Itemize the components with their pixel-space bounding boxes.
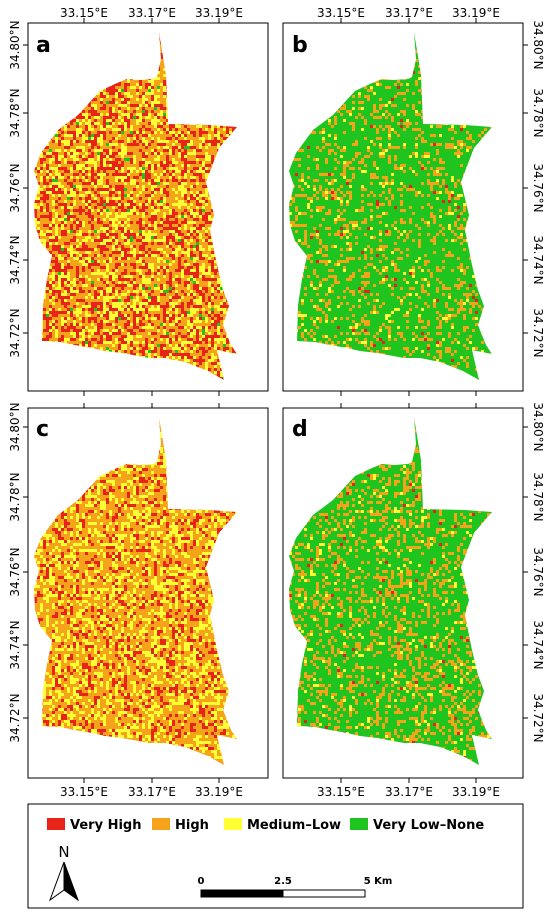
lon-label-top-left-1: 33.15°E (60, 6, 108, 20)
lon-label-bottom-right-3: 33.19°E (452, 785, 500, 799)
lon-label-top-right-3: 33.19°E (452, 6, 500, 20)
lat-label-left-bottom-1: 34.80°N (8, 402, 22, 451)
lat-label-left-bottom-5: 34.72°N (8, 693, 22, 742)
legend-swatch-very-low-none (350, 818, 368, 830)
scale-bar: 0 2.5 5 Km (198, 876, 393, 898)
lat-label-right-bottom-4: 34.74°N (531, 620, 545, 669)
legend-swatch-very-high (47, 818, 65, 830)
legend-label-very-low-none: Very Low–None (373, 818, 484, 833)
scale-label-2-5: 2.5 (274, 876, 292, 887)
lat-label-right-top-4: 34.74°N (531, 235, 545, 284)
lat-label-left-bottom-3: 34.76°N (8, 547, 22, 596)
lat-label-right-bottom-2: 34.78°N (531, 472, 545, 521)
legend-swatch-high (152, 818, 170, 830)
lat-label-left-bottom-2: 34.78°N (8, 472, 22, 521)
panel-letter-d: d (292, 417, 308, 442)
north-arrow-icon: N (48, 843, 80, 902)
lat-label-left-bottom-4: 34.74°N (8, 620, 22, 669)
lon-label-bottom-left-3: 33.19°E (195, 785, 243, 799)
lon-label-top-right-2: 33.17°E (385, 6, 433, 20)
legend-label-high: High (175, 818, 209, 833)
grid-ticks (23, 18, 528, 783)
scale-segment-black (200, 889, 284, 898)
legend-label-very-high: Very High (70, 818, 141, 833)
scale-label-0: 0 (198, 876, 205, 887)
lat-label-right-bottom-3: 34.76°N (531, 547, 545, 596)
lat-label-left-top-1: 34.80°N (8, 20, 22, 69)
lat-label-left-top-3: 34.76°N (8, 163, 22, 212)
lon-label-top-right-1: 33.15°E (317, 6, 365, 20)
scale-segment-white (282, 889, 366, 898)
lat-label-right-top-3: 34.76°N (531, 163, 545, 212)
lon-label-top-left-2: 33.17°E (128, 6, 176, 20)
lat-label-right-bottom-1: 34.80°N (531, 402, 545, 451)
panel-letter-b: b (292, 33, 308, 58)
lat-label-left-top-4: 34.74°N (8, 235, 22, 284)
north-arrow-label: N (58, 843, 69, 861)
lon-label-bottom-left-1: 33.15°E (60, 785, 108, 799)
panel-letter-c: c (36, 417, 49, 442)
lat-label-left-top-5: 34.72°N (8, 308, 22, 357)
legend-swatch-medium-low (224, 818, 242, 830)
lon-label-bottom-right-2: 33.17°E (385, 785, 433, 799)
lat-label-right-top-5: 34.72°N (531, 308, 545, 357)
lon-label-bottom-left-2: 33.17°E (128, 785, 176, 799)
lat-label-right-top-1: 34.80°N (531, 20, 545, 69)
legend-label-medium-low: Medium–Low (247, 818, 341, 833)
lon-label-top-left-3: 33.19°E (195, 6, 243, 20)
lat-label-left-top-2: 34.78°N (8, 88, 22, 137)
lat-label-right-top-2: 34.78°N (531, 88, 545, 137)
panel-letter-a: a (36, 33, 51, 58)
scale-label-5km: 5 Km (364, 876, 393, 887)
lon-label-bottom-right-1: 33.15°E (317, 785, 365, 799)
lat-label-right-bottom-5: 34.72°N (531, 693, 545, 742)
